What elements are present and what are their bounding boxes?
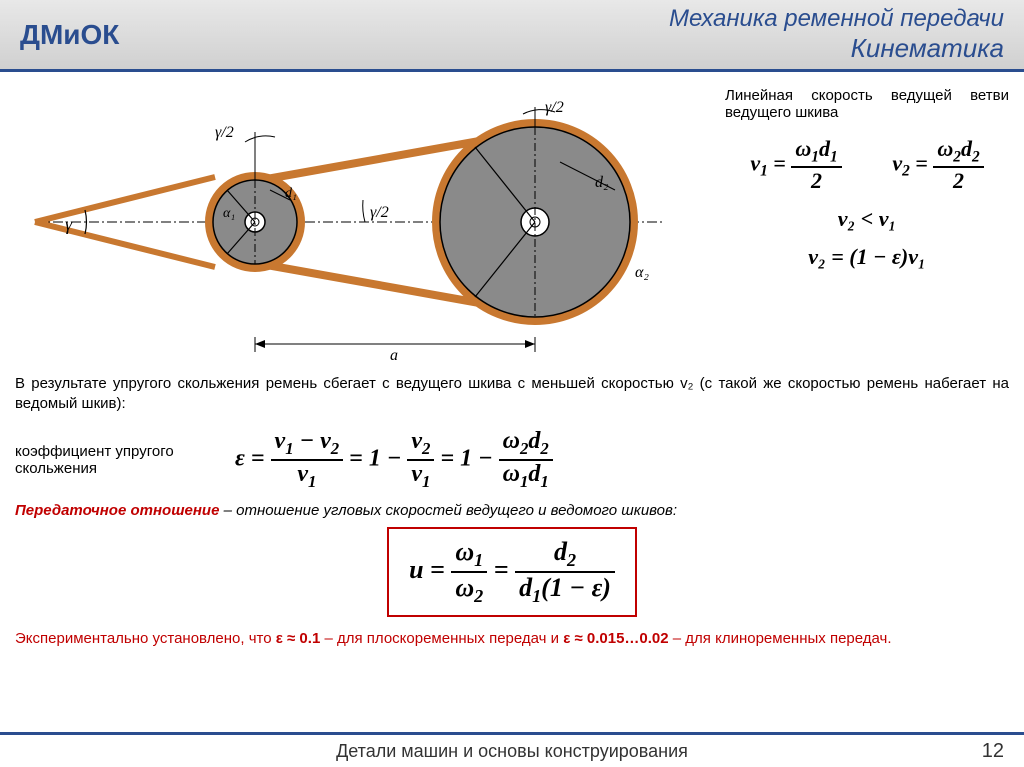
label-gamma-half-1: γ/2 [215, 124, 234, 141]
label-gamma-half-3: γ/2 [370, 204, 389, 221]
formula-v2-eps: v₂ = (1 − ε)v₁ [725, 244, 1009, 270]
v1-v2-formulas: v1 = ω1d12 v2 = ω2d22 [725, 136, 1009, 194]
boxed-formula-wrap: u = ω1ω2 = d2d1(1 − ε) [15, 519, 1009, 617]
top-row: γ γ/2 γ/2 γ/2 α₁ α₂ d₁ d₂ a Линейная ско… [15, 82, 1009, 362]
footer: Детали машин и основы конструирования 12 [0, 732, 1024, 767]
formula-v1: v1 = ω1d12 [750, 136, 841, 194]
content: γ γ/2 γ/2 γ/2 α₁ α₂ d₁ d₂ a Линейная ско… [0, 72, 1024, 732]
exp-3: – для клиноременных передач. [669, 630, 892, 647]
belt-diagram: γ γ/2 γ/2 γ/2 α₁ α₂ d₁ d₂ a [15, 82, 715, 362]
coefficient-row: коэффициент упругого скольжения ε = v1 −… [15, 428, 1009, 492]
label-d1: d₁ [285, 186, 297, 201]
ratio-definition: Передаточное отношение – отношение углов… [15, 502, 1009, 519]
side-column: Линейная скорость ведущей ветви ведущего… [725, 82, 1009, 362]
title-area: Механика ременной передачи Кинематика [140, 5, 1024, 64]
label-a: a [390, 347, 398, 362]
header: ДМиОК Механика ременной передачи Кинемат… [0, 0, 1024, 72]
label-gamma-half-2: γ/2 [545, 99, 564, 116]
formula-v2: v2 = ω2d22 [892, 136, 983, 194]
label-gamma: γ [65, 214, 73, 234]
logo-text: ДМиОК [20, 19, 119, 51]
boxed-formula: u = ω1ω2 = d2d1(1 − ε) [387, 527, 637, 617]
label-alpha1: α₁ [223, 206, 235, 221]
title-line-2: Кинематика [140, 33, 1004, 64]
exp-1: Экспериментально установлено, что [15, 630, 276, 647]
experimental-note: Экспериментально установлено, что ε ≈ 0.… [15, 629, 1009, 649]
coef-label: коэффициент упругого скольжения [15, 443, 195, 477]
label-alpha2: α₂ [635, 264, 649, 281]
page-number: 12 [982, 740, 1004, 763]
exp-eps1: ε ≈ 0.1 [276, 630, 321, 647]
exp-eps2: ε ≈ 0.015…0.02 [563, 630, 668, 647]
side-caption: Линейная скорость ведущей ветви ведущего… [725, 87, 1009, 121]
formula-v2-lt-v1: v₂ < v₁ [725, 206, 1009, 232]
footer-text: Детали машин и основы конструирования [336, 741, 688, 762]
exp-2: – для плоскоременных передач и [320, 630, 563, 647]
ratio-rest: – отношение угловых скоростей ведущего и… [219, 502, 677, 519]
ratio-prefix: Передаточное отношение [15, 502, 219, 519]
label-d2: d₂ [595, 174, 609, 191]
coef-formula: ε = v1 − v2v1 = 1 − v2v1 = 1 − ω2d2ω1d1 [235, 428, 553, 492]
logo-area: ДМиОК [0, 19, 140, 51]
body-paragraph-1: В результате упругого скольжения ремень … [15, 374, 1009, 413]
title-line-1: Механика ременной передачи [140, 5, 1004, 33]
